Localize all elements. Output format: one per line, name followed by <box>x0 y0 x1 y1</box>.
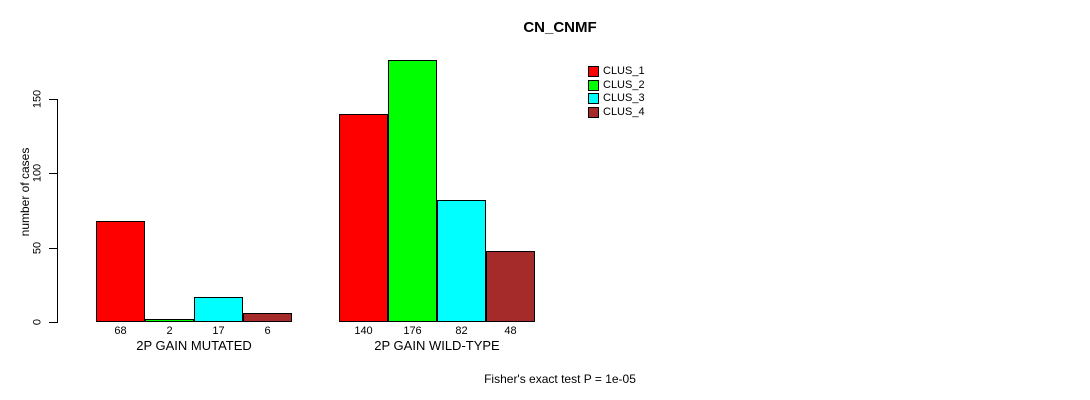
bar-clus_3-group1 <box>194 297 243 322</box>
y-axis-tick-mark <box>49 173 57 174</box>
legend-label: CLUS_4 <box>603 106 645 119</box>
annotation-text: Fisher's exact test P = 1e-05 <box>484 372 636 386</box>
legend-item: CLUS_3 <box>588 92 645 105</box>
legend-item: CLUS_4 <box>588 106 645 119</box>
y-axis-tick-mark <box>49 99 57 100</box>
legend-swatch-clus_1 <box>588 66 599 77</box>
legend: CLUS_1 CLUS_2 CLUS_3 CLUS_4 <box>588 66 645 121</box>
bar-value-label: 48 <box>504 325 517 337</box>
bar-clus_3-group2 <box>437 200 486 322</box>
bar-clus_2-group1 <box>145 319 194 322</box>
bar-clus_1-group1 <box>96 221 145 322</box>
y-axis-tick-mark <box>49 248 57 249</box>
legend-label: CLUS_3 <box>603 92 645 105</box>
bar-value-label: 176 <box>403 325 422 337</box>
y-axis-title: number of cases <box>18 147 32 237</box>
bar-value-label: 2 <box>166 325 173 337</box>
y-axis-line <box>57 99 58 323</box>
legend-item: CLUS_2 <box>588 78 645 91</box>
bar-clus_2-group2 <box>388 60 437 322</box>
y-axis-tick-mark <box>49 322 57 323</box>
legend-label: CLUS_1 <box>603 65 645 77</box>
y-axis-tick-label: 150 <box>31 89 44 109</box>
chart-title: CN_CNMF <box>523 19 597 36</box>
bar-clus_1-group2 <box>339 114 388 322</box>
x-axis-category-label: 2P GAIN WILD-TYPE <box>374 338 500 353</box>
y-axis-tick-label: 50 <box>31 241 44 255</box>
legend-swatch-clus_2 <box>588 79 599 91</box>
legend-swatch-clus_4 <box>588 107 599 119</box>
bar-value-label: 140 <box>354 325 373 337</box>
legend-label: CLUS_2 <box>603 78 645 91</box>
bar-clus_4-group1 <box>243 313 292 322</box>
bar-value-label: 17 <box>212 325 225 337</box>
legend-item: CLUS_1 <box>588 66 645 77</box>
y-axis-tick-label: 100 <box>31 163 44 183</box>
legend-swatch-clus_3 <box>588 93 599 105</box>
y-axis-tick-label: 0 <box>31 318 44 326</box>
bar-value-label: 6 <box>264 325 271 337</box>
x-axis-category-label: 2P GAIN MUTATED <box>136 338 252 353</box>
bar-clus_4-group2 <box>486 251 535 322</box>
bar-value-label: 68 <box>114 325 127 337</box>
bar-value-label: 82 <box>455 325 468 337</box>
